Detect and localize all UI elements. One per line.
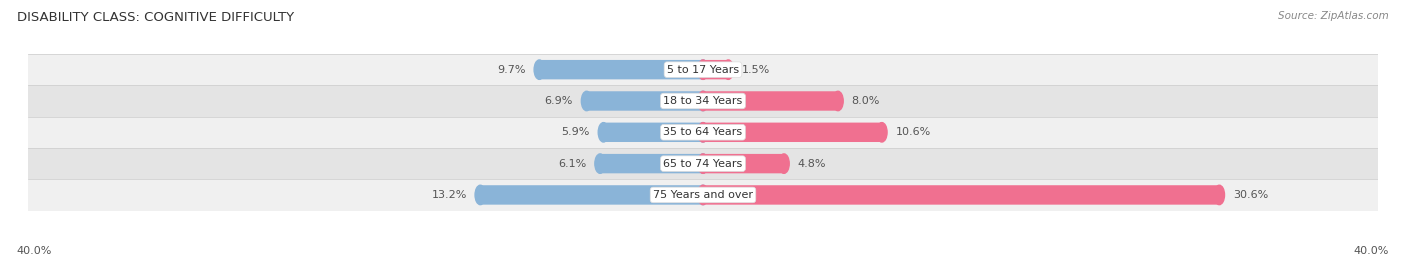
Text: 65 to 74 Years: 65 to 74 Years [664,158,742,169]
Text: 40.0%: 40.0% [1354,246,1389,256]
Legend: Male, Female: Male, Female [645,267,761,270]
FancyBboxPatch shape [540,60,703,79]
Circle shape [697,91,709,111]
Circle shape [534,60,544,79]
Text: 5.9%: 5.9% [561,127,591,137]
Circle shape [697,123,709,142]
Circle shape [581,91,592,111]
Circle shape [697,185,709,205]
FancyBboxPatch shape [703,60,728,79]
Text: 35 to 64 Years: 35 to 64 Years [664,127,742,137]
Text: 13.2%: 13.2% [432,190,467,200]
Text: 40.0%: 40.0% [17,246,52,256]
Circle shape [697,60,709,79]
FancyBboxPatch shape [703,154,785,173]
Circle shape [595,154,606,173]
Text: 9.7%: 9.7% [498,65,526,75]
Circle shape [697,154,709,173]
Circle shape [1213,185,1225,205]
Circle shape [697,123,709,142]
Circle shape [876,123,887,142]
Text: 30.6%: 30.6% [1233,190,1268,200]
FancyBboxPatch shape [600,154,703,173]
Text: 75 Years and over: 75 Years and over [652,190,754,200]
Text: 1.5%: 1.5% [742,65,770,75]
FancyBboxPatch shape [703,123,882,142]
Circle shape [779,154,789,173]
Text: 8.0%: 8.0% [852,96,880,106]
Circle shape [723,60,734,79]
Bar [28,85,1378,117]
Bar [28,54,1378,85]
FancyBboxPatch shape [603,123,703,142]
FancyBboxPatch shape [703,185,1219,205]
Text: 6.9%: 6.9% [544,96,574,106]
Bar [28,117,1378,148]
Text: 10.6%: 10.6% [896,127,931,137]
Bar [28,179,1378,211]
FancyBboxPatch shape [586,91,703,111]
Text: 4.8%: 4.8% [797,158,825,169]
Circle shape [598,123,609,142]
Text: Source: ZipAtlas.com: Source: ZipAtlas.com [1278,11,1389,21]
Circle shape [832,91,844,111]
Circle shape [475,185,485,205]
Circle shape [697,185,709,205]
Bar [28,148,1378,179]
Text: 5 to 17 Years: 5 to 17 Years [666,65,740,75]
Text: 18 to 34 Years: 18 to 34 Years [664,96,742,106]
Circle shape [697,91,709,111]
Circle shape [697,154,709,173]
FancyBboxPatch shape [703,91,838,111]
Text: DISABILITY CLASS: COGNITIVE DIFFICULTY: DISABILITY CLASS: COGNITIVE DIFFICULTY [17,11,294,24]
Circle shape [697,60,709,79]
Text: 6.1%: 6.1% [558,158,586,169]
FancyBboxPatch shape [481,185,703,205]
